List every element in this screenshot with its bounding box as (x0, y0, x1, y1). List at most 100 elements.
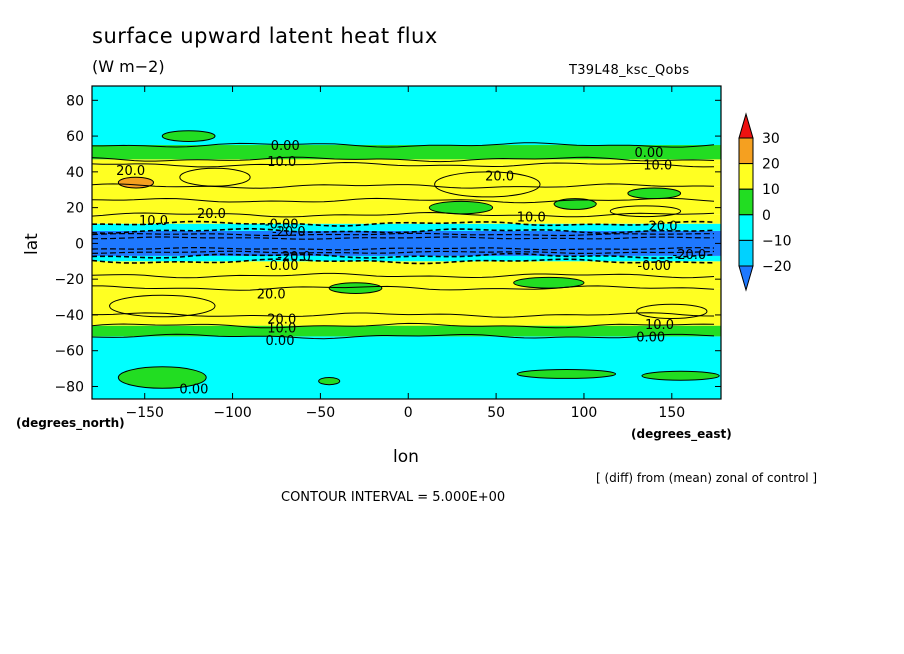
y-tick-label: 60 (66, 129, 84, 145)
contour-label: 0.00 (634, 146, 663, 161)
contour-patch (553, 198, 597, 210)
contour-band (92, 159, 721, 165)
contour-line (91, 333, 715, 340)
contour-patch (434, 171, 541, 198)
contour-band (92, 186, 721, 201)
contour-line (91, 197, 715, 204)
contour-label: 10.0 (139, 214, 168, 229)
colorbar-arrow-top (738, 112, 754, 139)
colorbar-label: −20 (762, 259, 792, 275)
contour-patch (179, 167, 251, 187)
contour-line (91, 322, 715, 329)
chart-units: (W m−2) (92, 57, 165, 76)
contour-band (92, 325, 721, 337)
contour-line (91, 246, 715, 251)
colorbar-segment (738, 137, 754, 165)
contour-label: 20.0 (267, 313, 296, 328)
contour-line (91, 272, 715, 279)
contour-label: 0.00 (179, 382, 208, 397)
contour-line (91, 161, 715, 168)
colorbar-label: 30 (762, 131, 780, 147)
contour-patch (641, 370, 720, 381)
plot-frame (91, 85, 722, 400)
colorbar-label: 0 (762, 208, 771, 224)
contour-patch (516, 368, 617, 379)
contour-label: 0.00 (271, 139, 300, 154)
colorbar-segment (738, 239, 754, 267)
contour-label: 20.0 (485, 169, 514, 184)
y-tick-label: 0 (75, 236, 84, 252)
x-axis-unit: (degrees_east) (631, 427, 732, 441)
contour-band (92, 145, 721, 160)
contour-label: -0.00 (265, 218, 299, 233)
contour-line (92, 236, 714, 240)
contour-patch (428, 200, 494, 215)
colorbar-segment (738, 163, 754, 190)
contour-patch (636, 303, 708, 320)
contour-patch (328, 282, 383, 294)
contour-patch (627, 187, 682, 200)
y-tick-label: −20 (54, 272, 84, 288)
contour-label: 10.0 (267, 155, 296, 170)
contour-label: -20.0 (277, 250, 311, 265)
contour-label: 20.0 (649, 220, 678, 235)
y-tick-label: 20 (66, 201, 84, 217)
x-tick-label: 0 (404, 405, 413, 421)
contour-band (92, 214, 721, 224)
colorbar-label: 20 (762, 157, 780, 173)
contour-line (92, 285, 715, 291)
contour-label: -20.0 (272, 225, 306, 240)
contour-line (92, 312, 715, 318)
x-tick-label: −100 (213, 405, 251, 421)
contour-line (91, 156, 715, 163)
x-tick-label: −150 (125, 405, 163, 421)
x-tick-label: 150 (658, 405, 685, 421)
contour-line (91, 232, 714, 237)
y-axis-label: lat (22, 233, 42, 255)
y-tick-label: −60 (54, 344, 84, 360)
x-tick-label: −50 (306, 405, 336, 421)
colorbar-label: −10 (762, 233, 792, 249)
contour-patch (109, 294, 216, 318)
run-name: T39L48_ksc_Qobs (569, 63, 690, 78)
colorbar-arrow-bottom (738, 265, 754, 292)
contour-band (92, 261, 721, 276)
contour-label: 0.00 (266, 334, 295, 349)
y-tick-label: 80 (66, 93, 84, 109)
contour-patch (609, 205, 682, 218)
contour-label: 10.0 (267, 321, 296, 336)
contour-line (92, 142, 715, 148)
contour-label: 20.0 (257, 287, 286, 302)
contour-band (92, 164, 721, 187)
contour-label: 10.0 (645, 318, 674, 333)
x-axis-label: lon (393, 447, 419, 467)
chart-title: surface upward latent heat flux (92, 24, 438, 48)
diff-note: [ (diff) from (mean) zonal of control ] (596, 471, 818, 485)
colorbar-segment (738, 188, 754, 216)
contour-label: -20.0 (673, 248, 707, 263)
contour-label: 0.00 (636, 330, 665, 345)
contour-patch (318, 377, 341, 386)
y-tick-label: 40 (66, 165, 84, 181)
contour-band (92, 255, 721, 262)
contour-patch (161, 130, 216, 142)
colorbar-segment (738, 214, 754, 241)
x-tick-label: 50 (487, 405, 505, 421)
contour-line (91, 211, 715, 218)
colorbar-label: 10 (762, 182, 780, 198)
y-axis-unit: (degrees_north) (16, 416, 125, 430)
contour-interval-note: CONTOUR INTERVAL = 5.000E+00 (281, 490, 506, 505)
contour-band (92, 336, 721, 399)
contour-patch (513, 276, 585, 289)
y-tick-label: −40 (54, 308, 84, 324)
y-tick-label: −80 (54, 379, 84, 395)
contour-label: 10.0 (643, 159, 672, 174)
x-tick-label: 100 (571, 405, 598, 421)
contour-label: 20.0 (116, 164, 145, 179)
contour-label: -0.00 (265, 259, 299, 274)
contour-label: -0.00 (637, 259, 671, 274)
contour-line (91, 183, 715, 189)
contour-band (92, 314, 721, 326)
contour-band (92, 223, 721, 231)
